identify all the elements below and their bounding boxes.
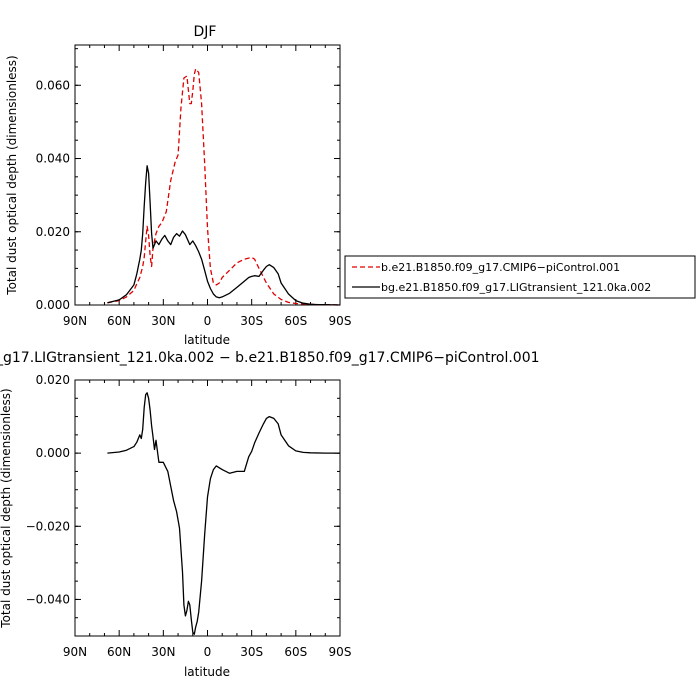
- bottom-panel: bg.e21.B1850.f09_g17.LIGtransient_121.0k…: [0, 350, 540, 679]
- top-series-group: [107, 68, 341, 306]
- x-tick-label: 60S: [284, 645, 307, 659]
- y-tick-label: 0.000: [36, 298, 70, 312]
- y-tick-label: 0.020: [36, 225, 70, 239]
- x-tick-label: 60N: [107, 645, 131, 659]
- x-tick-label: 0: [204, 314, 212, 328]
- top-panel: DJF 90N 60N 30N 0 30S 60S 90S 0.000 0.020 0.040 0.…: [5, 24, 351, 347]
- series-line-difference: [107, 392, 340, 635]
- bottom-x-axis-label: latitude: [184, 665, 230, 679]
- x-tick-label: 60S: [284, 314, 307, 328]
- series-line-control: [107, 68, 341, 306]
- bottom-panel-title: bg.e21.B1850.f09_g17.LIGtransient_121.0k…: [0, 350, 540, 366]
- top-x-axis-label: latitude: [184, 333, 230, 347]
- x-tick-label: 30N: [151, 645, 175, 659]
- bottom-series-group: [107, 392, 340, 635]
- legend-entry-lig: bg.e21.B1850.f09_g17.LIGtransient_121.0k…: [381, 281, 651, 294]
- bottom-axis-ticks: 90N 60N 30N 0 30S 60S 90S −0.040 −0.020 0.000 0.02…: [26, 373, 352, 659]
- x-tick-label: 30S: [240, 314, 263, 328]
- legend-box: [344, 255, 696, 299]
- series-line-lig: [107, 165, 341, 306]
- x-tick-label: 90S: [329, 314, 352, 328]
- top-y-axis-label: Total dust optical depth (dimensionless): [5, 55, 19, 295]
- y-tick-label: −0.040: [26, 592, 70, 606]
- y-tick-label: 0.000: [36, 446, 70, 460]
- legend-entry-control: b.e21.B1850.f09_g17.CMIP6−piControl.001: [381, 261, 620, 274]
- y-tick-label: −0.020: [26, 519, 70, 533]
- top-panel-title: DJF: [194, 24, 217, 40]
- x-tick-label: 0: [204, 645, 212, 659]
- x-tick-label: 90S: [329, 645, 352, 659]
- x-tick-label: 90N: [63, 314, 87, 328]
- y-tick-label: 0.040: [36, 152, 70, 166]
- x-tick-label: 60N: [107, 314, 131, 328]
- x-tick-label: 90N: [63, 645, 87, 659]
- y-tick-label: 0.020: [36, 373, 70, 387]
- x-tick-label: 30S: [240, 645, 263, 659]
- y-tick-label: 0.060: [36, 78, 70, 92]
- legend: b.e21.B1850.f09_g17.CMIP6−piControl.001 …: [344, 255, 696, 299]
- x-tick-label: 30N: [151, 314, 175, 328]
- bottom-y-axis-label: Total dust optical depth (dimensionless): [0, 388, 13, 628]
- top-axis-ticks: 90N 60N 30N 0 30S 60S 90S 0.000 0.020 0.040 0.060: [36, 45, 352, 328]
